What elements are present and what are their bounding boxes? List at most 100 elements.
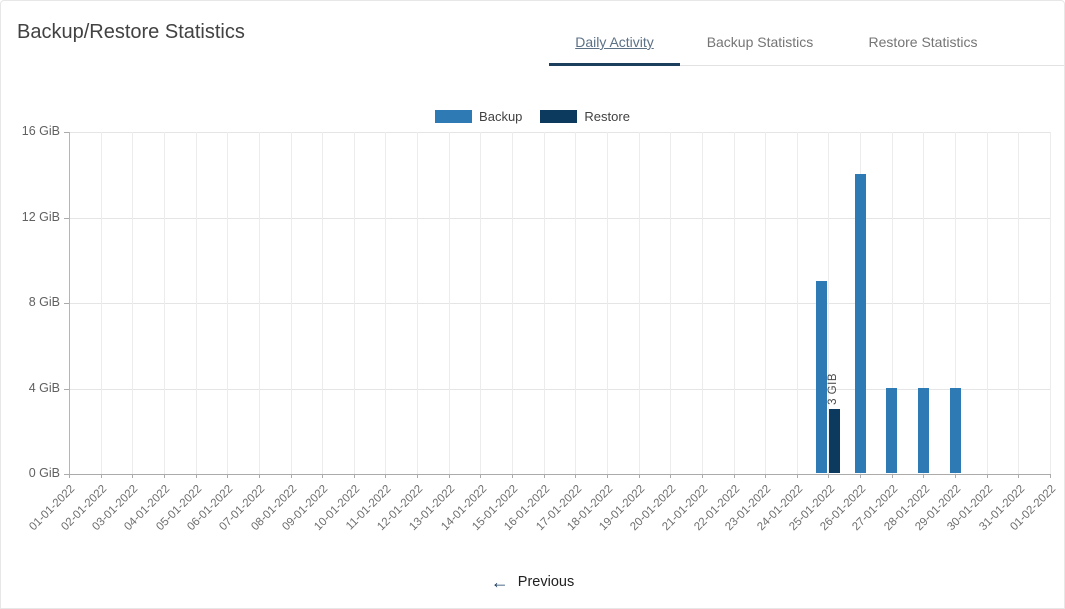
- x-tick: [638, 474, 640, 478]
- chart-legend: Backup Restore: [1, 109, 1064, 124]
- tab-backup-statistics-label: Backup Statistics: [706, 34, 814, 50]
- y-axis-label: 12 GiB: [21, 209, 60, 224]
- x-gridline: [986, 132, 988, 474]
- x-tick: [701, 474, 703, 478]
- x-tick: [986, 474, 988, 478]
- x-gridline: [195, 132, 197, 474]
- x-tick: [480, 474, 482, 478]
- y-gridline: [69, 132, 1050, 133]
- previous-button[interactable]: ← Previous: [487, 571, 578, 593]
- y-gridline: [69, 303, 1050, 304]
- backup-swatch-icon: [435, 110, 473, 123]
- plot-area: 0 GiB 4 GiB 8 GiB 12 GiB 16 GiB 01-01-2022 02-…: [22, 124, 1059, 533]
- x-gridline: [796, 132, 798, 474]
- y-axis-label: 8 GiB: [28, 295, 60, 309]
- x-tick: [258, 474, 260, 478]
- y-axis-label: 4 GiB: [28, 380, 60, 395]
- legend-item-restore: Restore: [540, 109, 630, 124]
- x-tick: [955, 474, 957, 478]
- x-tick: [69, 474, 70, 478]
- x-gridline: [385, 132, 387, 474]
- tab-restore-statistics-label: Restore Statistics: [868, 34, 978, 50]
- x-tick: [163, 474, 165, 478]
- x-tick: [227, 474, 229, 478]
- backup-bar[interactable]: [816, 280, 828, 473]
- y-tick: [64, 303, 69, 304]
- x-gridline: [733, 132, 735, 474]
- x-tick: [828, 474, 830, 478]
- backup-bar[interactable]: [917, 387, 929, 473]
- restore-bar[interactable]: [829, 408, 841, 473]
- backup-bar[interactable]: [886, 387, 898, 473]
- x-gridline: [353, 132, 355, 474]
- x-tick: [100, 474, 102, 478]
- x-tick: [290, 474, 292, 478]
- x-gridline: [923, 132, 925, 474]
- x-tick: [1050, 474, 1051, 478]
- x-gridline: [417, 132, 419, 474]
- x-tick: [575, 474, 577, 478]
- backup-bar[interactable]: [949, 387, 961, 473]
- x-gridline: [1018, 132, 1020, 474]
- y-tick: [64, 388, 69, 390]
- x-tick: [923, 474, 925, 478]
- tab-restore-statistics[interactable]: Restore Statistics: [840, 19, 1006, 65]
- x-gridline: [891, 132, 893, 474]
- x-tick: [322, 474, 324, 478]
- x-tick: [385, 474, 387, 478]
- x-gridline: [638, 132, 640, 474]
- x-tick: [606, 474, 608, 478]
- x-gridline: [670, 132, 672, 474]
- y-tick: [64, 132, 69, 133]
- bar-value-label: 3 GIB: [826, 372, 839, 405]
- x-tick: [670, 474, 672, 478]
- legend-label-backup: Backup: [479, 109, 523, 124]
- y-axis-label: 16 GiB: [21, 124, 60, 138]
- x-gridline: [448, 132, 450, 474]
- active-tab-underline: [549, 63, 680, 66]
- x-gridline: [132, 132, 134, 474]
- x-gridline: [543, 132, 545, 474]
- x-tick: [132, 474, 134, 478]
- previous-button-label: Previous: [517, 574, 575, 590]
- x-tick: [765, 474, 767, 478]
- x-gridline: [1050, 132, 1051, 474]
- x-tick: [860, 474, 862, 478]
- x-gridline: [828, 132, 830, 474]
- x-gridline: [227, 132, 229, 474]
- legend-label-restore: Restore: [584, 109, 630, 124]
- x-gridline: [701, 132, 703, 474]
- x-gridline: [606, 132, 608, 474]
- x-gridline: [290, 132, 292, 474]
- y-tick: [64, 217, 69, 219]
- y-gridline: [69, 474, 1050, 475]
- x-tick: [512, 474, 514, 478]
- x-tick: [733, 474, 735, 478]
- backup-bar[interactable]: [854, 173, 866, 473]
- x-gridline: [480, 132, 482, 474]
- x-tick: [891, 474, 893, 478]
- y-tick: [64, 474, 69, 475]
- pagination-footer: ← Previous: [1, 571, 1064, 593]
- x-gridline: [163, 132, 165, 474]
- x-gridline: [765, 132, 767, 474]
- tab-backup-statistics[interactable]: Backup Statistics: [680, 19, 840, 65]
- x-tick: [353, 474, 355, 478]
- tab-bar: Daily Activity Backup Statistics Restore…: [549, 19, 1064, 66]
- tab-daily-activity[interactable]: Daily Activity: [549, 19, 680, 66]
- x-tick: [417, 474, 419, 478]
- x-gridline: [955, 132, 957, 474]
- restore-swatch-icon: [540, 110, 578, 123]
- x-gridline: [575, 132, 577, 474]
- x-gridline: [69, 132, 70, 474]
- legend-item-backup: Backup: [435, 109, 522, 124]
- x-gridline: [512, 132, 514, 474]
- x-gridline: [322, 132, 324, 474]
- x-gridline: [258, 132, 260, 474]
- page-title: Backup/Restore Statistics: [17, 21, 245, 43]
- x-tick: [195, 474, 197, 478]
- x-gridline: [100, 132, 102, 474]
- y-gridline: [69, 217, 1050, 219]
- x-tick: [448, 474, 450, 478]
